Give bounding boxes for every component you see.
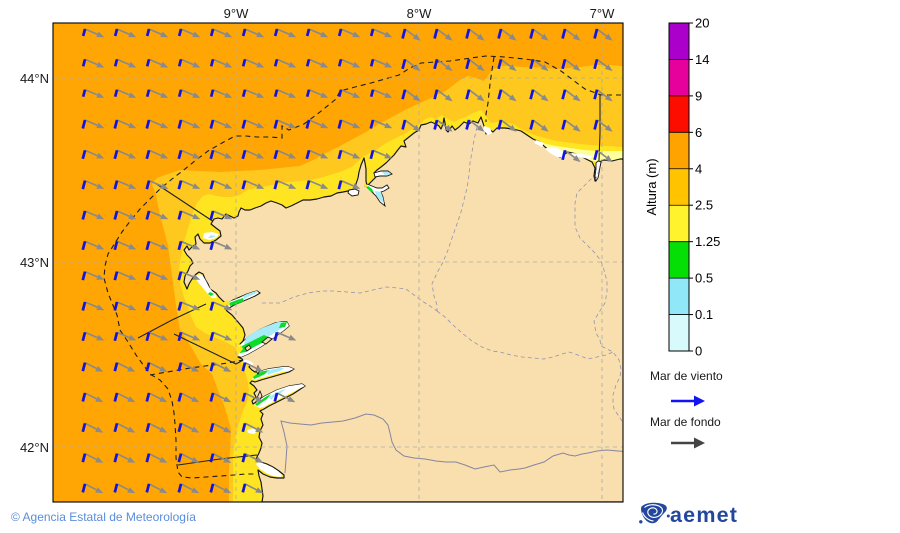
svg-text:20: 20 bbox=[695, 16, 709, 31]
svg-text:aemet: aemet bbox=[670, 503, 738, 527]
svg-text:© Agencia Estatal de Meteorolo: © Agencia Estatal de Meteorología bbox=[11, 510, 196, 524]
svg-text:0.5: 0.5 bbox=[695, 271, 713, 286]
svg-text:7°W: 7°W bbox=[590, 6, 615, 21]
svg-text:44°N: 44°N bbox=[20, 71, 49, 86]
svg-text:8°W: 8°W bbox=[407, 6, 432, 21]
svg-text:43°N: 43°N bbox=[20, 255, 49, 270]
svg-text:9: 9 bbox=[695, 88, 702, 103]
svg-text:14: 14 bbox=[695, 52, 709, 67]
svg-text:4: 4 bbox=[695, 161, 702, 176]
svg-text:2.5: 2.5 bbox=[695, 198, 713, 213]
svg-text:0.1: 0.1 bbox=[695, 307, 713, 322]
svg-text:6: 6 bbox=[695, 125, 702, 140]
svg-text:1.25: 1.25 bbox=[695, 234, 720, 249]
svg-text:Mar de fondo: Mar de fondo bbox=[650, 415, 721, 429]
svg-text:0: 0 bbox=[695, 344, 702, 359]
svg-text:Altura (m): Altura (m) bbox=[644, 158, 659, 215]
svg-text:Mar de viento: Mar de viento bbox=[650, 369, 723, 383]
svg-text:9°W: 9°W bbox=[224, 6, 249, 21]
svg-text:42°N: 42°N bbox=[20, 440, 49, 455]
